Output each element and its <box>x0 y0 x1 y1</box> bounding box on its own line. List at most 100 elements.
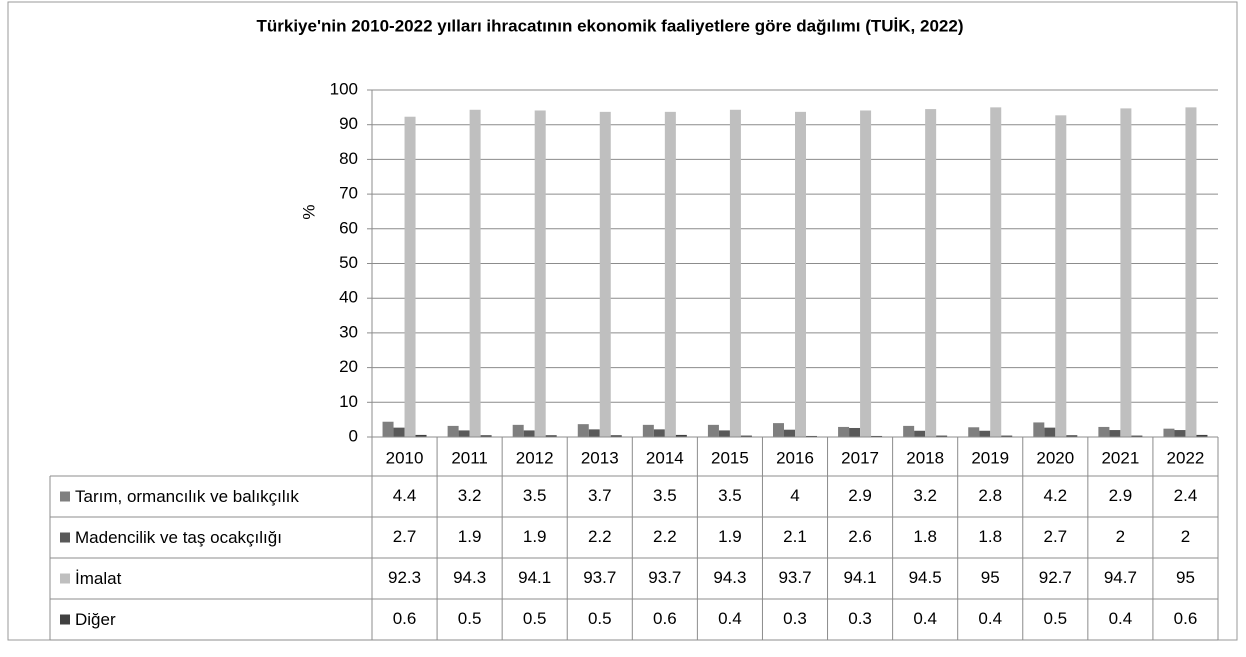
bar <box>382 421 394 437</box>
x-tick-label: 2010 <box>386 448 424 467</box>
bar <box>393 427 405 437</box>
bar <box>664 111 676 438</box>
table-cell: 2.8 <box>978 486 1002 505</box>
table-cell: 2.9 <box>1109 486 1133 505</box>
table-cell: 3.5 <box>718 486 742 505</box>
x-tick-label: 2011 <box>451 448 488 467</box>
bar <box>1174 430 1186 437</box>
bar <box>404 116 416 438</box>
table-cell: 1.9 <box>458 527 482 546</box>
legend-label: Tarım, ormancılık ve balıkçılık <box>75 487 299 506</box>
table-cell: 94.3 <box>713 568 746 587</box>
table-cell: 3.5 <box>523 486 547 505</box>
bar <box>729 109 741 438</box>
bar <box>795 111 806 438</box>
y-tick-label: 70 <box>339 184 358 203</box>
chart-frame <box>7 1 1238 641</box>
bar <box>1066 435 1078 437</box>
x-tick-label: 2012 <box>516 448 554 467</box>
bar <box>968 427 980 437</box>
x-tick-label: 2018 <box>906 448 944 467</box>
table-cell: 2.4 <box>1174 486 1198 505</box>
bar <box>675 434 687 437</box>
bar <box>849 427 861 437</box>
table-cell: 0.4 <box>718 609 742 628</box>
bar <box>469 109 481 438</box>
bar <box>936 435 948 437</box>
table-cell: 4.2 <box>1043 486 1067 505</box>
table-cell: 4 <box>790 486 799 505</box>
y-tick-label: 0 <box>349 426 358 445</box>
table-cell: 1.8 <box>913 527 937 546</box>
bar <box>806 435 817 437</box>
bar <box>599 111 611 438</box>
table-cell: 93.7 <box>778 568 811 587</box>
x-tick-label: 2013 <box>581 448 619 467</box>
bar <box>1001 435 1013 437</box>
table-cell: 94.5 <box>909 568 942 587</box>
y-tick-label: 30 <box>339 322 358 341</box>
bar <box>534 110 546 438</box>
legend-swatch <box>60 573 70 584</box>
x-tick-label: 2014 <box>646 448 684 467</box>
table-cell: 1.9 <box>523 527 547 546</box>
bar <box>784 429 795 437</box>
bar <box>718 430 730 437</box>
legend-label: Madencilik ve taş ocakçılığı <box>75 528 282 547</box>
table-cell: 0.3 <box>783 609 807 628</box>
table-cell: 94.1 <box>518 568 551 587</box>
bar <box>1163 428 1175 437</box>
table-cell: 0.5 <box>523 609 547 628</box>
y-tick-label: 80 <box>339 149 358 168</box>
bar <box>1131 435 1143 437</box>
table-cell: 3.2 <box>458 486 482 505</box>
bar <box>545 435 557 437</box>
table-cell: 0.5 <box>588 609 612 628</box>
bar <box>1044 427 1056 437</box>
y-tick-label: 100 <box>330 79 358 98</box>
bar <box>642 424 654 437</box>
legend-label: Diğer <box>75 610 116 629</box>
bar <box>925 109 937 438</box>
table-cell: 2 <box>1181 527 1190 546</box>
bar <box>740 435 752 437</box>
bar <box>860 110 872 438</box>
bar <box>1196 434 1208 437</box>
x-tick-label: 2015 <box>711 448 749 467</box>
table-cell: 0.6 <box>393 609 417 628</box>
table-cell: 4.4 <box>393 486 417 505</box>
table-cell: 2 <box>1116 527 1125 546</box>
table-cell: 0.3 <box>848 609 872 628</box>
bar <box>480 435 492 437</box>
y-axis-label: % <box>299 204 318 219</box>
legend-swatch <box>60 614 70 625</box>
table-cell: 2.2 <box>653 527 677 546</box>
table-cell: 0.4 <box>978 609 1002 628</box>
table-cell: 0.4 <box>913 609 937 628</box>
bar <box>773 423 784 437</box>
chart-title: Türkiye'nin 2010-2022 yılları ihracatını… <box>257 16 964 35</box>
bar <box>979 430 991 437</box>
table-cell: 0.6 <box>653 609 677 628</box>
table-cell: 2.7 <box>1043 527 1067 546</box>
bar <box>1055 115 1067 438</box>
y-tick-label: 50 <box>339 253 358 272</box>
x-tick-label: 2016 <box>776 448 814 467</box>
table-cell: 94.7 <box>1104 568 1137 587</box>
bar <box>588 429 600 437</box>
bar <box>653 429 665 437</box>
x-tick-label: 2017 <box>841 448 879 467</box>
y-tick-label: 20 <box>339 357 358 376</box>
x-tick-label: 2020 <box>1036 448 1074 467</box>
x-tick-label: 2019 <box>971 448 1009 467</box>
x-tick-label: 2022 <box>1167 448 1205 467</box>
bar <box>1185 107 1197 437</box>
bar <box>610 435 622 437</box>
table-cell: 2.1 <box>783 527 807 546</box>
legend-label: İmalat <box>75 569 122 588</box>
legend-swatch <box>60 491 70 502</box>
bar <box>903 425 915 437</box>
bar <box>1120 108 1132 438</box>
table-cell: 3.2 <box>913 486 937 505</box>
